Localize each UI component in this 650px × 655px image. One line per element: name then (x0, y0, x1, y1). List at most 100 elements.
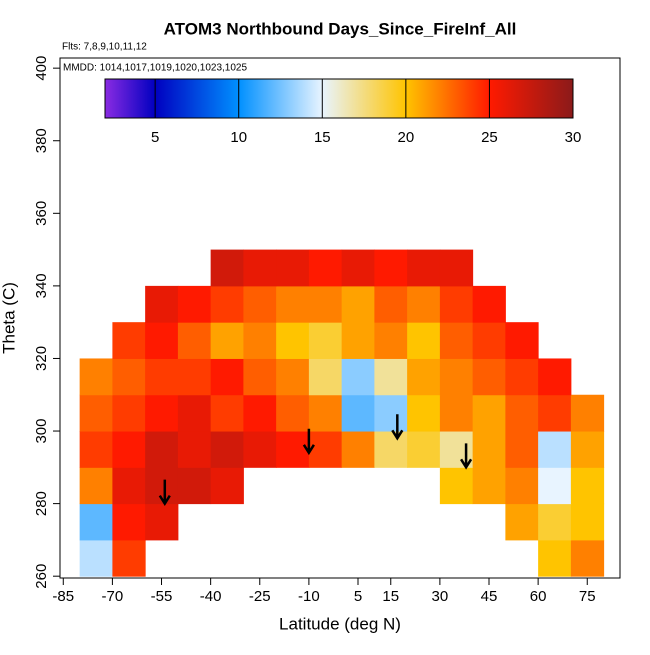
heatmap-cell (407, 431, 441, 468)
heatmap-cell (439, 322, 474, 359)
plot-frame (59, 57, 621, 579)
heatmap-cell (570, 431, 605, 468)
heatmap-cell (145, 431, 179, 468)
colorbar-tick-label: 30 (565, 129, 582, 146)
heatmap-cell (472, 431, 506, 468)
heatmap-cell (472, 285, 506, 323)
heatmap-cell (505, 322, 539, 359)
heatmap-cell (538, 539, 572, 577)
x-tick-label: -25 (249, 588, 271, 605)
heatmap-cell (145, 285, 179, 323)
heatmap-cell (570, 467, 605, 505)
heatmap-cell (472, 394, 506, 432)
arrow (302, 428, 315, 456)
heatmap-cell (308, 322, 343, 359)
heatmap-cell (210, 358, 244, 396)
heatmap-cell (112, 358, 146, 396)
heatmap-cell (439, 285, 474, 323)
heatmap-cell (112, 394, 146, 432)
x-tick-label: -40 (200, 588, 222, 605)
heatmap-cell (505, 358, 539, 396)
heatmap-cell (210, 249, 244, 287)
heatmap-cell (177, 431, 212, 468)
heatmap-cell (407, 358, 441, 396)
y-tick-label: 320 (33, 346, 50, 371)
heatmap-cell (570, 394, 605, 432)
heatmap-cell (177, 394, 212, 432)
heatmap-cell (210, 467, 244, 505)
heatmap-cell (341, 358, 375, 396)
x-tick-label: 5 (354, 588, 362, 605)
heatmap-cell (407, 249, 441, 287)
heatmap-cell (79, 503, 113, 541)
heatmap-cell (276, 358, 310, 396)
x-tick-label: -70 (102, 588, 124, 605)
arrow (391, 414, 404, 441)
heatmap-cell (243, 285, 277, 323)
heatmap-cell (439, 431, 474, 468)
heatmap-cell (341, 322, 375, 359)
heatmap-cell (341, 249, 375, 287)
heatmap-cell (341, 285, 375, 323)
heatmap-cell (177, 285, 212, 323)
heatmap-cell (439, 394, 474, 432)
heatmap-cell (210, 394, 244, 432)
x-tick-label: 75 (579, 588, 596, 605)
heatmap-cell (439, 467, 474, 505)
y-tick-label: 300 (33, 419, 50, 444)
y-tick-label: 360 (33, 201, 50, 226)
subtitle: Flts: 7,8,9,10,11,12 (62, 42, 147, 53)
heatmap-cell (112, 539, 146, 577)
y-tick-label: 280 (33, 491, 50, 516)
x-tick-label: 30 (432, 588, 449, 605)
heatmap-cell (243, 358, 277, 396)
heatmap-cell (439, 249, 474, 287)
heatmap-cell (210, 431, 244, 468)
heatmap-cell (112, 467, 146, 505)
colorbar-tick-label: 10 (230, 129, 247, 146)
heatmap-cell (341, 431, 375, 468)
colorbar-tick-label: 25 (481, 129, 498, 146)
heatmap-cell (538, 503, 572, 541)
heatmap-cell (112, 503, 146, 541)
heatmap-cell (407, 394, 441, 432)
heatmap-cell (472, 322, 506, 359)
heatmap-cell (276, 249, 310, 287)
heatmap-cell (374, 249, 408, 287)
heatmap-cell (570, 503, 605, 541)
heatmap-cell (79, 431, 113, 468)
colorbar-tick-label: 5 (151, 129, 159, 146)
heatmap-cell (538, 394, 572, 432)
heatmap-cell (112, 322, 146, 359)
heatmap-cell (308, 249, 343, 287)
heatmap-cell (276, 285, 310, 323)
heatmap-cell (374, 394, 408, 432)
heatmap-cell (308, 394, 343, 432)
heatmap-cell (145, 503, 179, 541)
heatmap-cell (243, 249, 277, 287)
heatmap-cell (374, 358, 408, 396)
heatmap-cell (538, 358, 572, 396)
heatmap-cell (79, 467, 113, 505)
heatmap-cell (505, 503, 539, 541)
heatmap-cell (177, 358, 212, 396)
heatmap-cell (276, 431, 310, 468)
heatmap-cell (538, 467, 572, 505)
heatmap-cell (177, 467, 212, 505)
arrow (460, 443, 473, 470)
heatmap-cell (439, 358, 474, 396)
y-tick-label: 400 (33, 56, 50, 81)
heatmap-cell (210, 322, 244, 359)
heatmap-cell (276, 322, 310, 359)
y-tick-label: 260 (33, 564, 50, 589)
heatmap-cell (112, 431, 146, 468)
heatmap-cell (374, 431, 408, 468)
heatmap-cell (308, 285, 343, 323)
heatmap-cell (243, 322, 277, 359)
heatmap-cell (145, 358, 179, 396)
y-tick-label: 380 (33, 128, 50, 153)
chart-title: ATOM3 Northbound Days_Since_FireInf_All (164, 19, 517, 38)
x-axis-label: Latitude (deg N) (279, 614, 401, 633)
heatmap-cell (472, 467, 506, 505)
